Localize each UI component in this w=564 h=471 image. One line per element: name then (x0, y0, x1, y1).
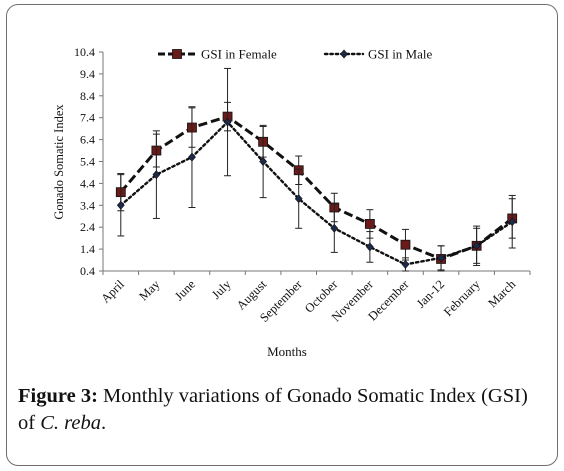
x-tick-label: February (441, 277, 483, 319)
y-tick-label: 0.4 (80, 264, 95, 278)
legend: GSI in Female GSI in Male (158, 47, 433, 62)
x-tick-label: July (209, 277, 234, 302)
y-axis-label: Gonado Somatic Index (52, 104, 66, 220)
y-tick-labels: 0.4 1.4 2.4 3.4 4.4 5.4 6.4 7.4 8.4 9.4 10.4 (74, 45, 95, 278)
series-female (115, 101, 518, 272)
y-tick-label: 3.4 (80, 198, 95, 212)
x-tick-label: June (172, 277, 198, 303)
y-tick-label: 6.4 (80, 133, 95, 147)
caption-end: . (100, 412, 107, 434)
y-tick-label: 7.4 (80, 111, 95, 125)
legend-item-female: GSI in Female (158, 47, 277, 62)
series-line (119, 120, 514, 266)
data-point-diamond (116, 200, 125, 210)
data-point-diamond (188, 152, 196, 162)
data-point-square (364, 219, 375, 229)
series-male (116, 67, 517, 272)
data-point-diamond (472, 241, 481, 251)
data-point-diamond (152, 170, 161, 180)
x-tick-label: April (98, 277, 127, 306)
x-tick-label: March (485, 277, 518, 310)
data-point-diamond (294, 194, 303, 204)
data-point-diamond (365, 242, 374, 252)
data-point-diamond (401, 259, 410, 269)
data-point-diamond (330, 223, 339, 233)
y-tick-label: 9.4 (80, 67, 95, 81)
series-line (119, 114, 514, 261)
legend-label: GSI in Female (201, 47, 277, 62)
y-tick-label: 10.4 (74, 45, 95, 59)
y-tick-label: 2.4 (80, 220, 95, 234)
legend-marker (340, 49, 348, 59)
axes (99, 51, 531, 275)
legend-marker (172, 49, 182, 59)
data-point-diamond (437, 253, 445, 263)
y-tick-label: 1.4 (80, 242, 95, 256)
x-axis-label: Months (267, 344, 307, 359)
x-tick-labels: April May June July AugustSeptemberOctoberNo… (98, 277, 519, 325)
y-tick-label: 5.4 (80, 155, 95, 169)
caption-species: C. reba (40, 412, 101, 434)
data-point-diamond (259, 157, 268, 166)
x-tick-label: May (136, 277, 163, 304)
series-layer (115, 67, 518, 272)
data-point-square (400, 239, 411, 250)
x-tick-label: Jan-12 (414, 277, 447, 310)
figure-frame (6, 4, 558, 466)
data-point-diamond (223, 117, 232, 127)
legend-label: GSI in Male (368, 47, 433, 62)
caption-label: Figure 3: (18, 385, 98, 407)
gsi-line-chart: 0.4 1.4 2.4 3.4 4.4 5.4 6.4 7.4 8.4 9.4 10.4 April… (52, 45, 531, 359)
y-tick-label: 8.4 (80, 89, 95, 103)
figure-caption: Figure 3: Monthly variations of Gonado S… (18, 383, 548, 437)
legend-item-male: GSI in Male (323, 47, 433, 62)
data-point-diamond (508, 217, 517, 227)
caption-text: Monthly variations of Gonado Somatic Ind… (18, 385, 528, 434)
y-tick-label: 4.4 (80, 176, 95, 190)
